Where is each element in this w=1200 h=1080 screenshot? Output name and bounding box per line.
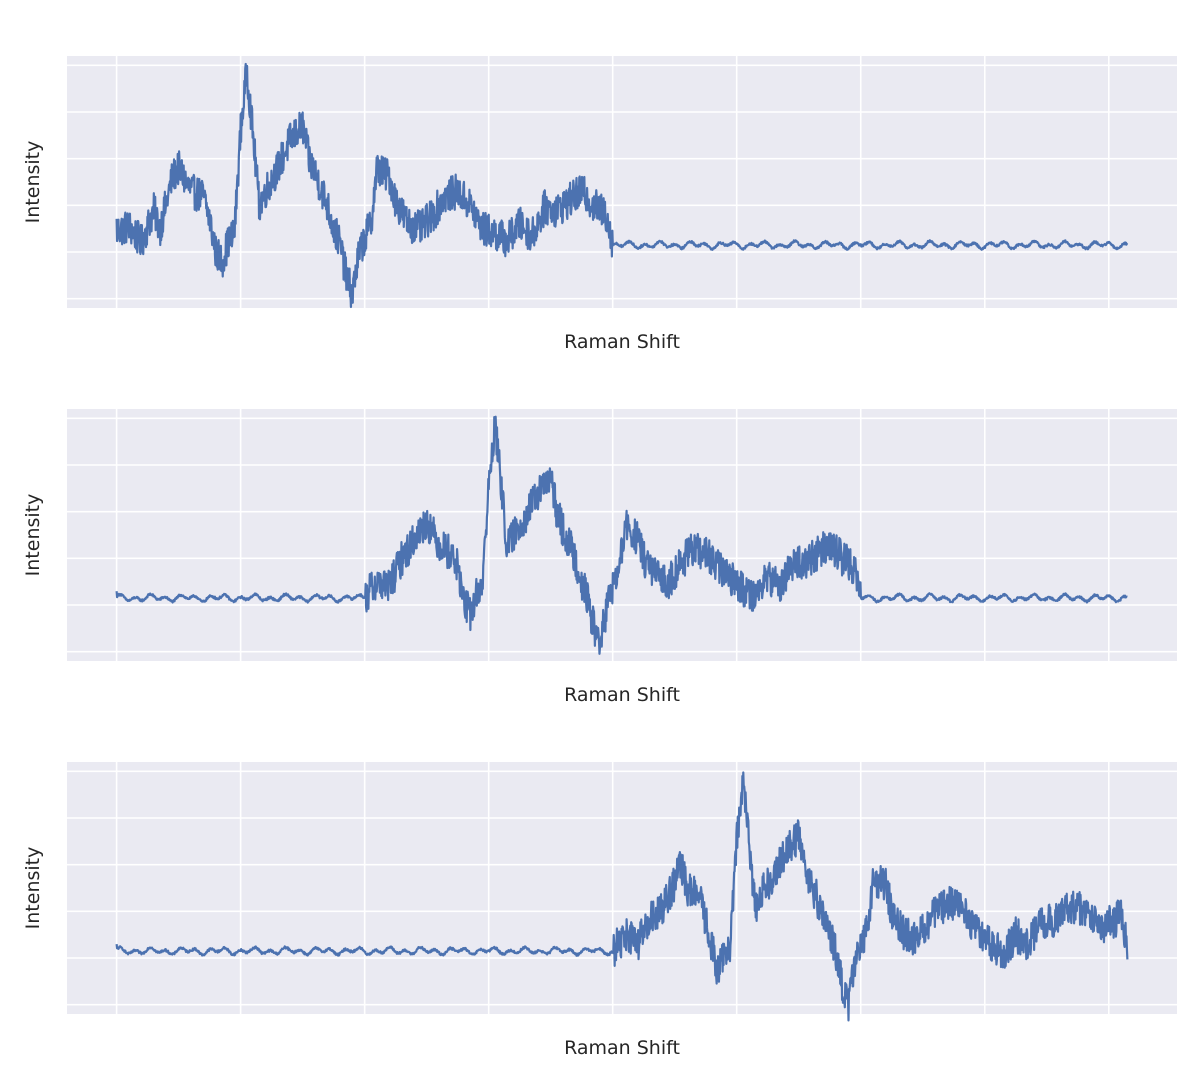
plot-area [67,409,1177,661]
y-axis-label: Intensity [22,494,44,577]
x-axis-label: Raman Shift [564,684,680,706]
spectrum-line [115,771,1129,1022]
subplot-1: Raman Shift Intensity [22,56,1177,353]
x-axis-label: Raman Shift [564,331,680,353]
plot-area [67,56,1177,308]
plot-area [67,762,1177,1014]
subplot-3: Raman Shift Intensity [22,762,1177,1059]
x-axis-label: Raman Shift [564,1037,680,1059]
y-axis-label: Intensity [22,847,44,930]
subplot-2: Raman Shift Intensity [22,409,1177,706]
y-axis-label: Intensity [22,141,44,224]
spectrum-line [115,62,1129,309]
spectrum-line [115,415,1129,655]
